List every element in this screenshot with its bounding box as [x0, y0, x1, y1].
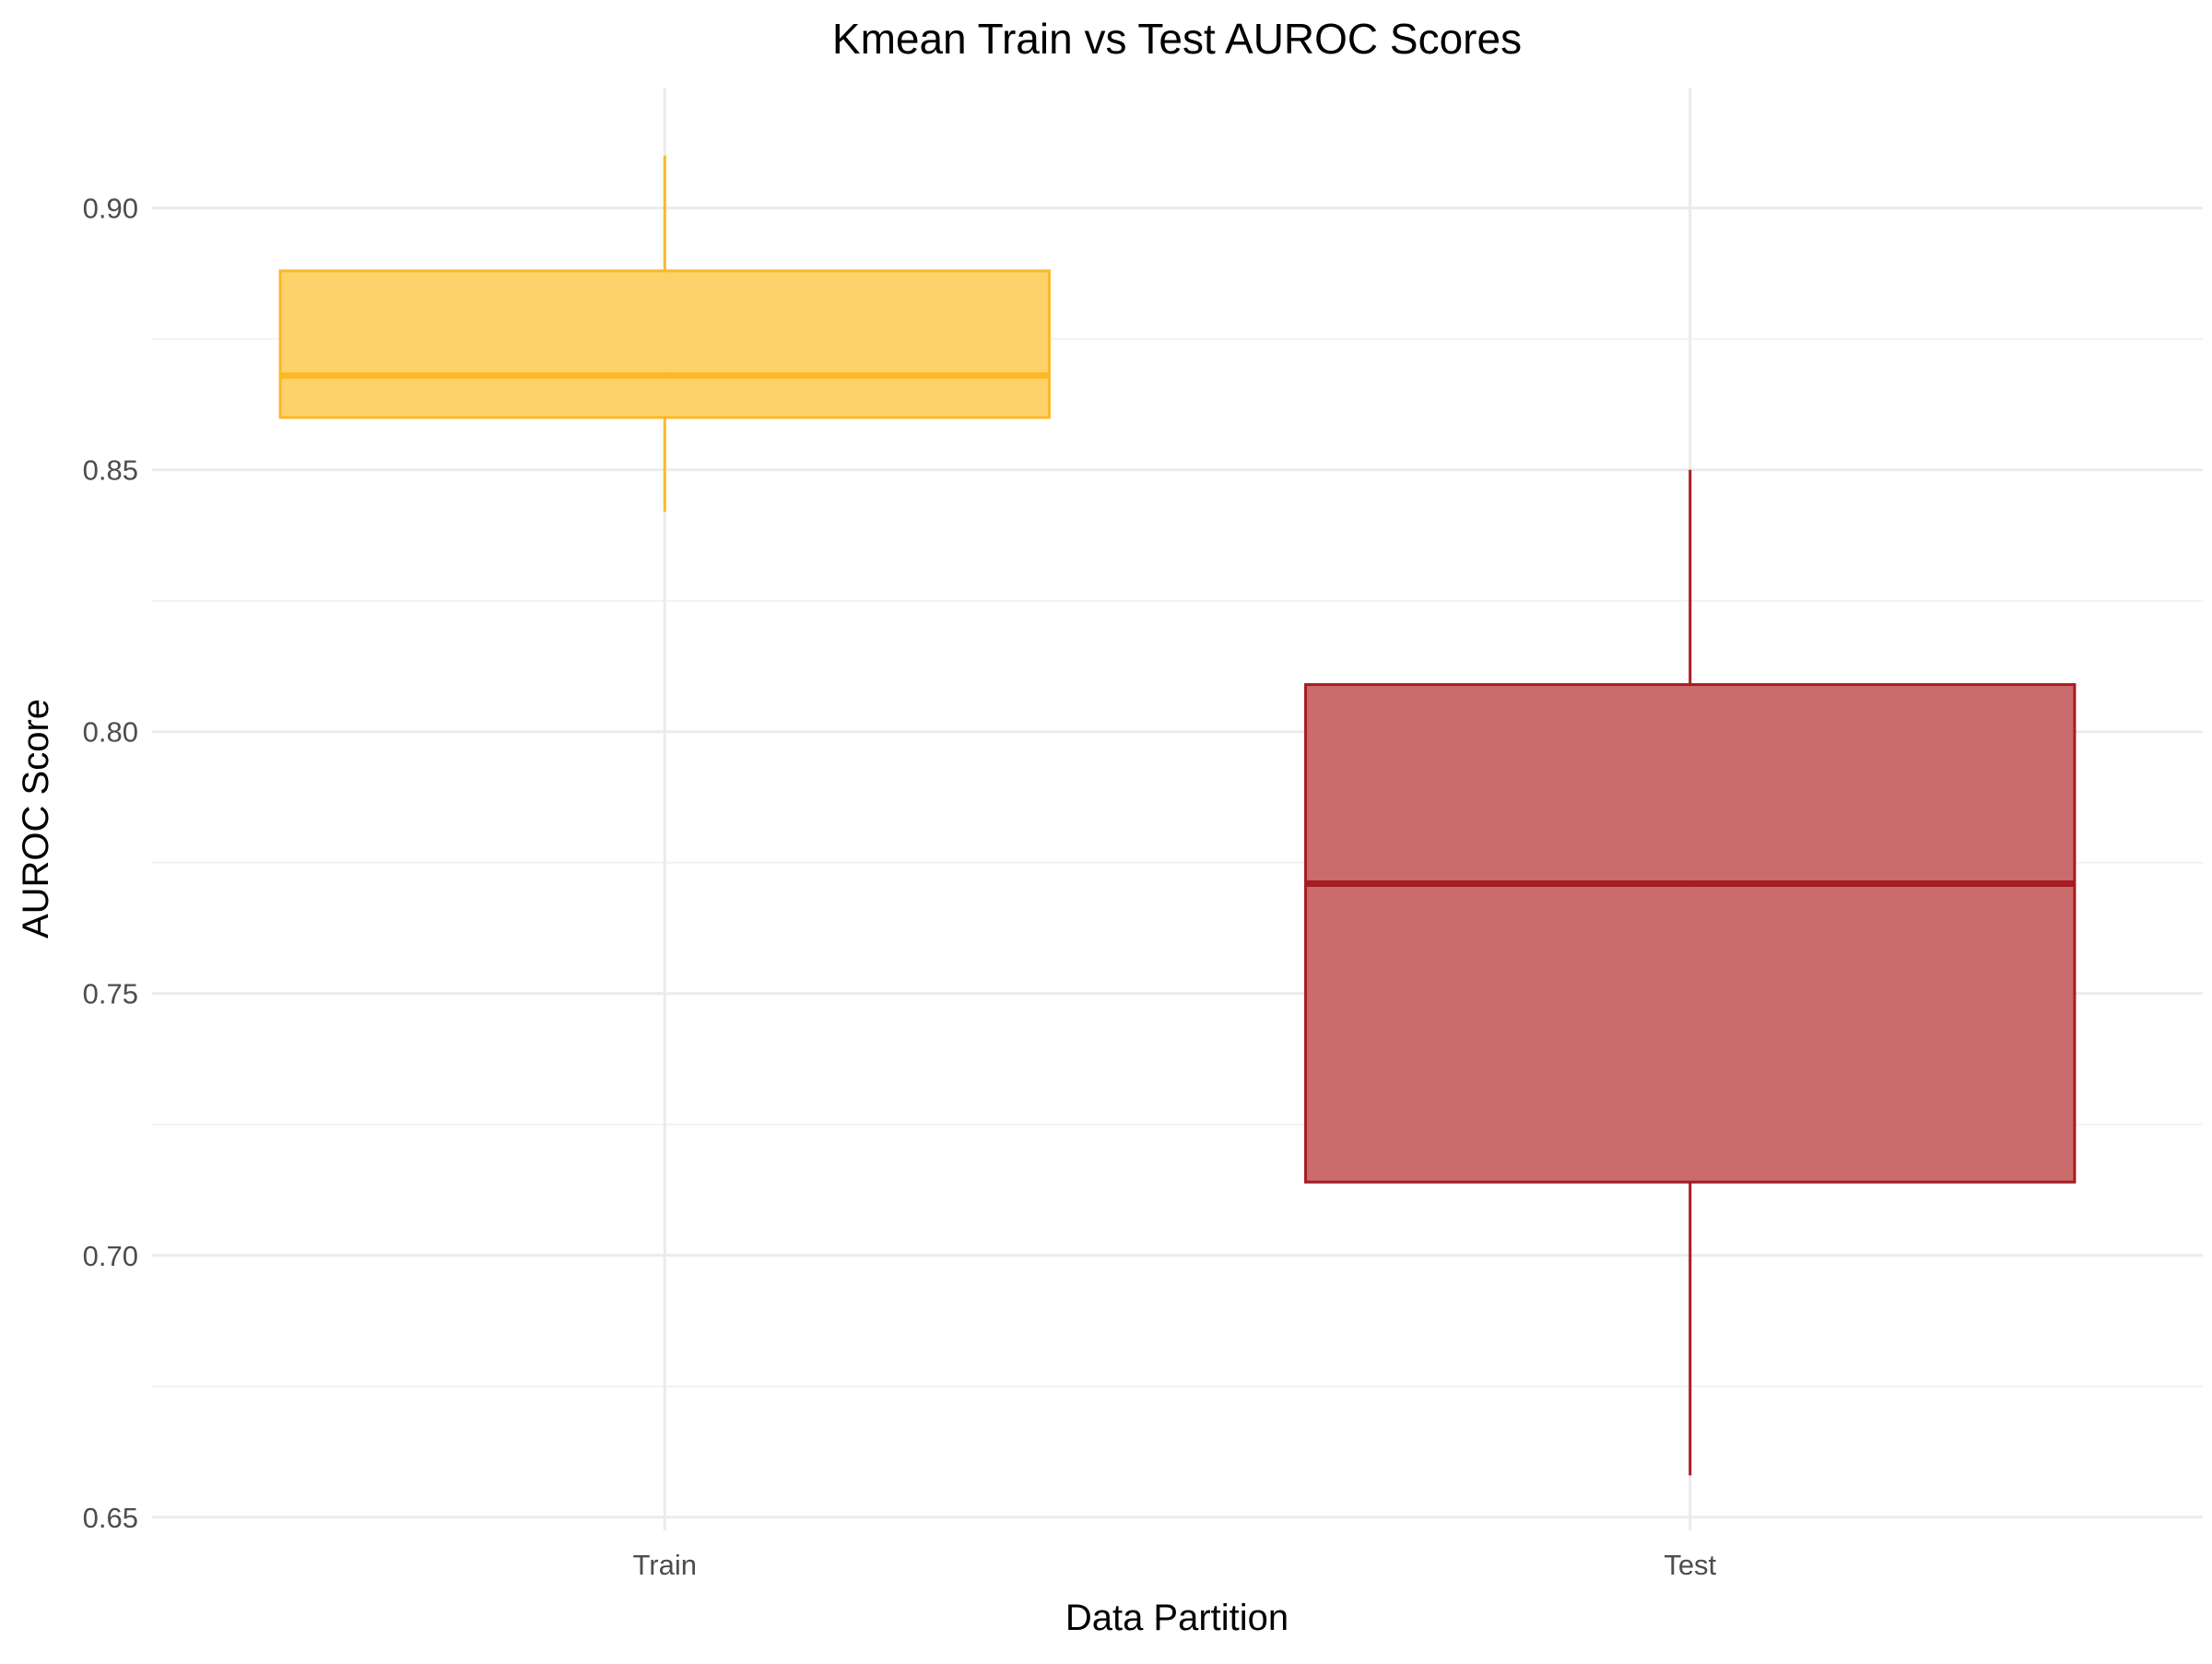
y-tick-label: 0.85 [83, 454, 138, 487]
box-iqr [1304, 683, 2077, 1184]
y-axis-title: AUROC Score [16, 699, 56, 938]
y-tick-label: 0.90 [83, 193, 138, 225]
y-axis-ticks: 0.65 0.70 0.75 0.80 0.85 0.90 [83, 193, 138, 1534]
y-tick-label: 0.70 [83, 1240, 138, 1272]
x-tick-label: Test [1664, 1549, 1716, 1581]
boxes [278, 155, 2077, 1476]
x-axis-ticks: Train Test [633, 1549, 1717, 1581]
box-test [1304, 469, 2077, 1476]
box-iqr [278, 269, 1051, 419]
box-train [278, 155, 1051, 513]
x-axis-title: Data Partition [1065, 1598, 1288, 1638]
y-tick-label: 0.80 [83, 716, 138, 749]
chart-title: Kmean Train vs Test AUROC Scores [832, 15, 1522, 63]
y-tick-label: 0.75 [83, 978, 138, 1010]
y-tick-label: 0.65 [83, 1502, 138, 1534]
x-tick-label: Train [633, 1549, 697, 1581]
